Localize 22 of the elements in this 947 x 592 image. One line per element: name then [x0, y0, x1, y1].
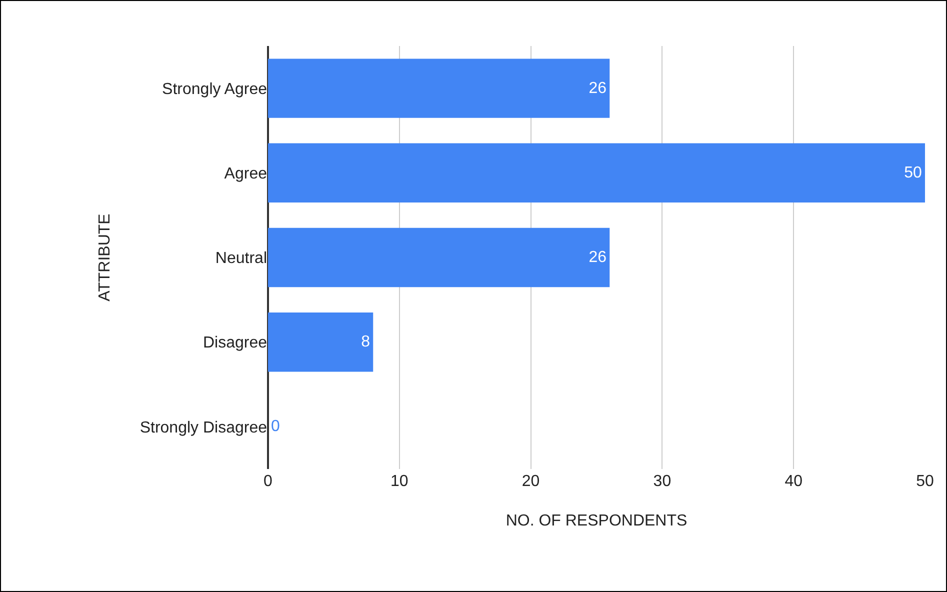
data-label: 26	[588, 249, 607, 266]
data-label: 50	[904, 164, 922, 182]
bar	[268, 312, 374, 372]
data-label: 26	[588, 80, 607, 97]
x-tick-label: 10	[390, 473, 408, 490]
y-tick-label: Neutral	[215, 250, 267, 268]
x-tick-label: 40	[784, 473, 803, 490]
data-label: 8	[361, 334, 370, 351]
x-tick-label: 50	[916, 473, 934, 490]
bar	[268, 143, 925, 203]
x-tick-label: 0	[264, 473, 273, 490]
y-tick-label: Strongly Disagree	[140, 419, 268, 436]
y-tick-label: Strongly Agree	[162, 80, 268, 98]
x-tick-label: 20	[522, 473, 540, 490]
y-tick-label: Agree	[224, 166, 268, 182]
bar	[268, 228, 610, 288]
bar	[268, 58, 610, 118]
x-axis-title: NO. OF RESPONDENTS	[506, 512, 688, 530]
data-label: 0	[271, 418, 280, 436]
y-axis-title: ATTRIBUTE	[96, 214, 114, 302]
y-tick-label: Disagree	[202, 334, 268, 352]
x-tick-label: 30	[653, 473, 672, 490]
